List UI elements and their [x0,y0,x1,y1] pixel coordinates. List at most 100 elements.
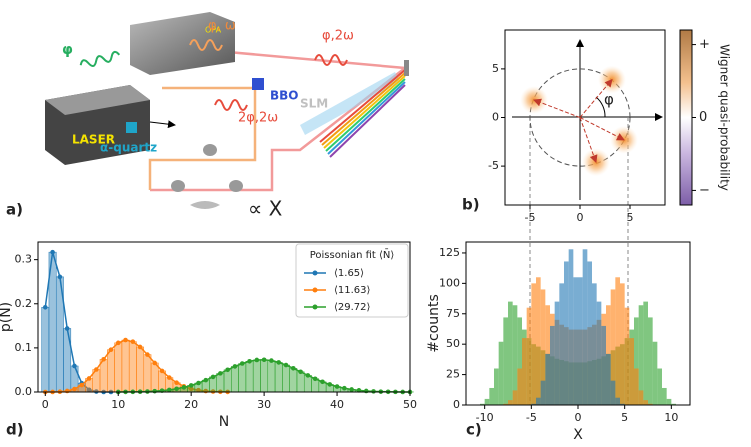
bar [99,359,108,393]
fit-point [166,375,172,380]
fit-point [188,383,194,388]
bar [260,359,269,393]
phase-vector [533,98,581,118]
bar [252,359,261,393]
histogram-bar [648,403,653,405]
slm [300,72,400,135]
histogram-bar [508,400,513,405]
histogram-bar [620,403,625,405]
fit-point [130,339,136,344]
bar [238,363,247,393]
detector [171,180,185,192]
fit-point [342,385,347,391]
x-tick-label: -5 [525,211,536,224]
x-tick-label: 30 [257,398,271,411]
bar [245,361,254,393]
histogram-bar [643,301,648,405]
y-tick-label: 0.0 [15,385,33,398]
bar [114,342,123,393]
fit-point [356,388,362,393]
slm-label: SLM [300,97,328,111]
histogram-bar [489,387,494,405]
bar [107,349,115,393]
histogram-bar [606,353,611,405]
histogram-bar [564,261,569,405]
x-tick-label: 40 [330,398,344,411]
fit-point [371,389,376,394]
histogram-bar [484,398,490,405]
bar [143,354,152,393]
colorbar-label: Wigner quasi-probability [718,44,732,191]
histogram-bar [615,397,620,405]
fit-point [334,384,340,389]
bar [136,346,145,393]
x-tick-label: 50 [403,398,417,411]
histogram-bar [554,301,560,405]
histogram-bar [550,325,555,405]
bar [274,362,283,393]
bar [121,339,130,393]
y-axis-label: #counts [426,294,442,353]
phase-vector [579,117,625,141]
x-tick-label: 10 [111,398,125,411]
fit-point [72,363,77,369]
fit-point [305,373,311,378]
fit-point [86,376,92,381]
y-tick-label: -5 [488,159,499,172]
histogram-bar [503,403,508,405]
histogram-bar [531,283,536,405]
pulse [79,50,121,67]
bar [41,307,50,393]
histogram-bar [643,400,648,405]
fit-point [137,344,143,350]
fit-point [283,362,289,368]
fit-point [196,387,201,393]
panel-label: a) [6,201,23,219]
colorbar-tick-label: + [699,37,710,52]
fit-point [42,304,48,310]
fit-point [94,367,99,372]
setup-diagram: LASER OPA φ φ, ω φ,2ω 2φ,2ω BBO SLM α-qu… [6,12,409,221]
y-tick-label: 75 [446,307,460,320]
pulse [214,99,248,111]
x-tick-label: -5 [526,411,537,424]
histogram-bar [587,261,592,405]
y-tick-label: 100 [439,276,460,289]
fit-point [108,347,114,353]
fit-point [320,379,325,385]
x-tick-label: -10 [476,411,494,424]
histogram-bar [666,398,672,405]
fit-point [188,386,194,391]
detector [190,201,220,209]
histogram-bar [652,341,658,405]
beam [148,86,257,190]
histogram-bar [634,317,639,405]
bar [289,368,298,393]
fit-point [210,374,216,380]
y-axis-label: p(N) [0,302,14,332]
fit-point [79,382,85,388]
histogram-bar [624,307,630,405]
y-tick-label: 5 [492,62,499,75]
histogram-bar [596,301,602,405]
fit-point [64,388,70,394]
histogram-bar [517,368,522,405]
histogram-bar [582,249,588,405]
legend-swatch [312,304,318,310]
histogram-bar [512,305,518,405]
fit-point [349,387,354,392]
detector [203,144,217,156]
histogram-bar [573,277,578,405]
legend [295,243,409,318]
bar [216,373,225,393]
fit-point [152,360,158,366]
fit-point [115,340,121,346]
fit-point [363,388,369,394]
panel-label: d) [6,421,24,439]
bbo-crystal [252,78,264,90]
reference-circle [529,68,631,167]
beam-label: φ,2ω [322,29,354,44]
spectrum [319,69,406,158]
panel-label: b) [462,196,480,214]
